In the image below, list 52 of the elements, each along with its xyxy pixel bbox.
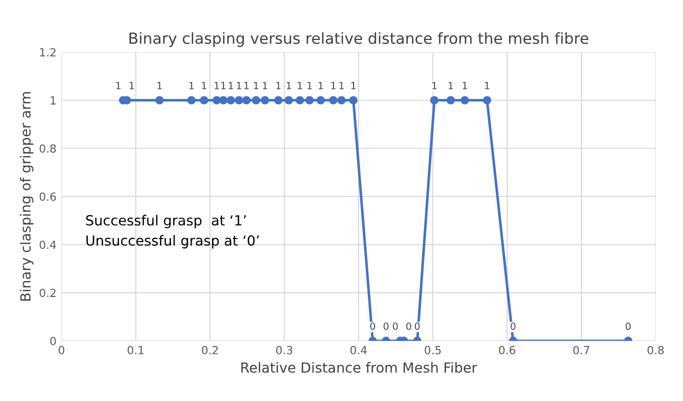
x-tick-label: 0.1 — [128, 346, 144, 354]
data-label: 1 — [202, 82, 206, 90]
y-tick-label: 0.8 — [40, 144, 56, 153]
data-label: 1 — [228, 82, 234, 90]
data-label: 1 — [462, 82, 467, 90]
data-label: 0 — [406, 322, 412, 330]
data-label: 1 — [485, 82, 490, 90]
data-label: 1 — [286, 82, 291, 90]
data-label: 0 — [370, 322, 376, 330]
data-label: 1 — [236, 82, 242, 90]
x-tick-label: 0.3 — [276, 346, 292, 354]
data-label: 0 — [414, 322, 420, 330]
x-tick-label: 0.2 — [202, 346, 218, 354]
y-tick-label: 0.4 — [40, 240, 56, 249]
data-label: 1 — [276, 82, 281, 90]
chart-title: Binary clasping versus relative distance from the mesh fibre — [130, 32, 588, 47]
data-label: 1 — [318, 82, 323, 90]
y-tick-label: 1 — [50, 96, 56, 104]
x-tick-label: 0.6 — [499, 346, 516, 354]
data-label: 1 — [298, 82, 302, 90]
data-label: 1 — [432, 82, 437, 90]
data-label: 1 — [331, 82, 336, 90]
y-tick-label: 0.6 — [40, 192, 56, 201]
data-label: 0 — [626, 322, 631, 330]
data-label: 1 — [448, 82, 453, 90]
annotation: Unsuccessful grasp at ‘0’ — [86, 235, 259, 248]
data-label: 1 — [157, 82, 162, 90]
y-tick-label: 0.2 — [40, 288, 56, 298]
x-tick-label: 0.5 — [424, 346, 441, 354]
y-tick-label: 0 — [50, 336, 56, 346]
x-tick-label: 0.4 — [350, 346, 367, 354]
data-label: 0 — [510, 322, 516, 330]
data-label: 1 — [214, 82, 219, 90]
annotation: Successful grasp at ‘1’ — [86, 214, 246, 228]
data-label: 1 — [308, 82, 312, 90]
y-tick-label: 1.2 — [40, 48, 56, 56]
x-tick-label: 0.7 — [573, 346, 590, 354]
data-label: 1 — [254, 82, 258, 90]
x-axis-title: Relative Distance from Mesh Fiber — [241, 362, 478, 373]
data-label: 1 — [351, 82, 356, 90]
y-axis-title: Binary clasping of gripper arm — [20, 92, 34, 301]
x-tick-label: 0 — [58, 346, 64, 354]
data-label: 1 — [130, 82, 134, 90]
data-label: 1 — [116, 82, 120, 90]
data-label: 1 — [189, 82, 194, 90]
data-label: 1 — [244, 82, 249, 90]
data-label: 1 — [221, 82, 226, 90]
data-label: 1 — [339, 82, 344, 90]
x-tick-label: 0.8 — [648, 346, 664, 354]
data-label: 0 — [384, 322, 389, 330]
data-label: 1 — [262, 82, 268, 90]
data-label: 0 — [392, 322, 398, 330]
